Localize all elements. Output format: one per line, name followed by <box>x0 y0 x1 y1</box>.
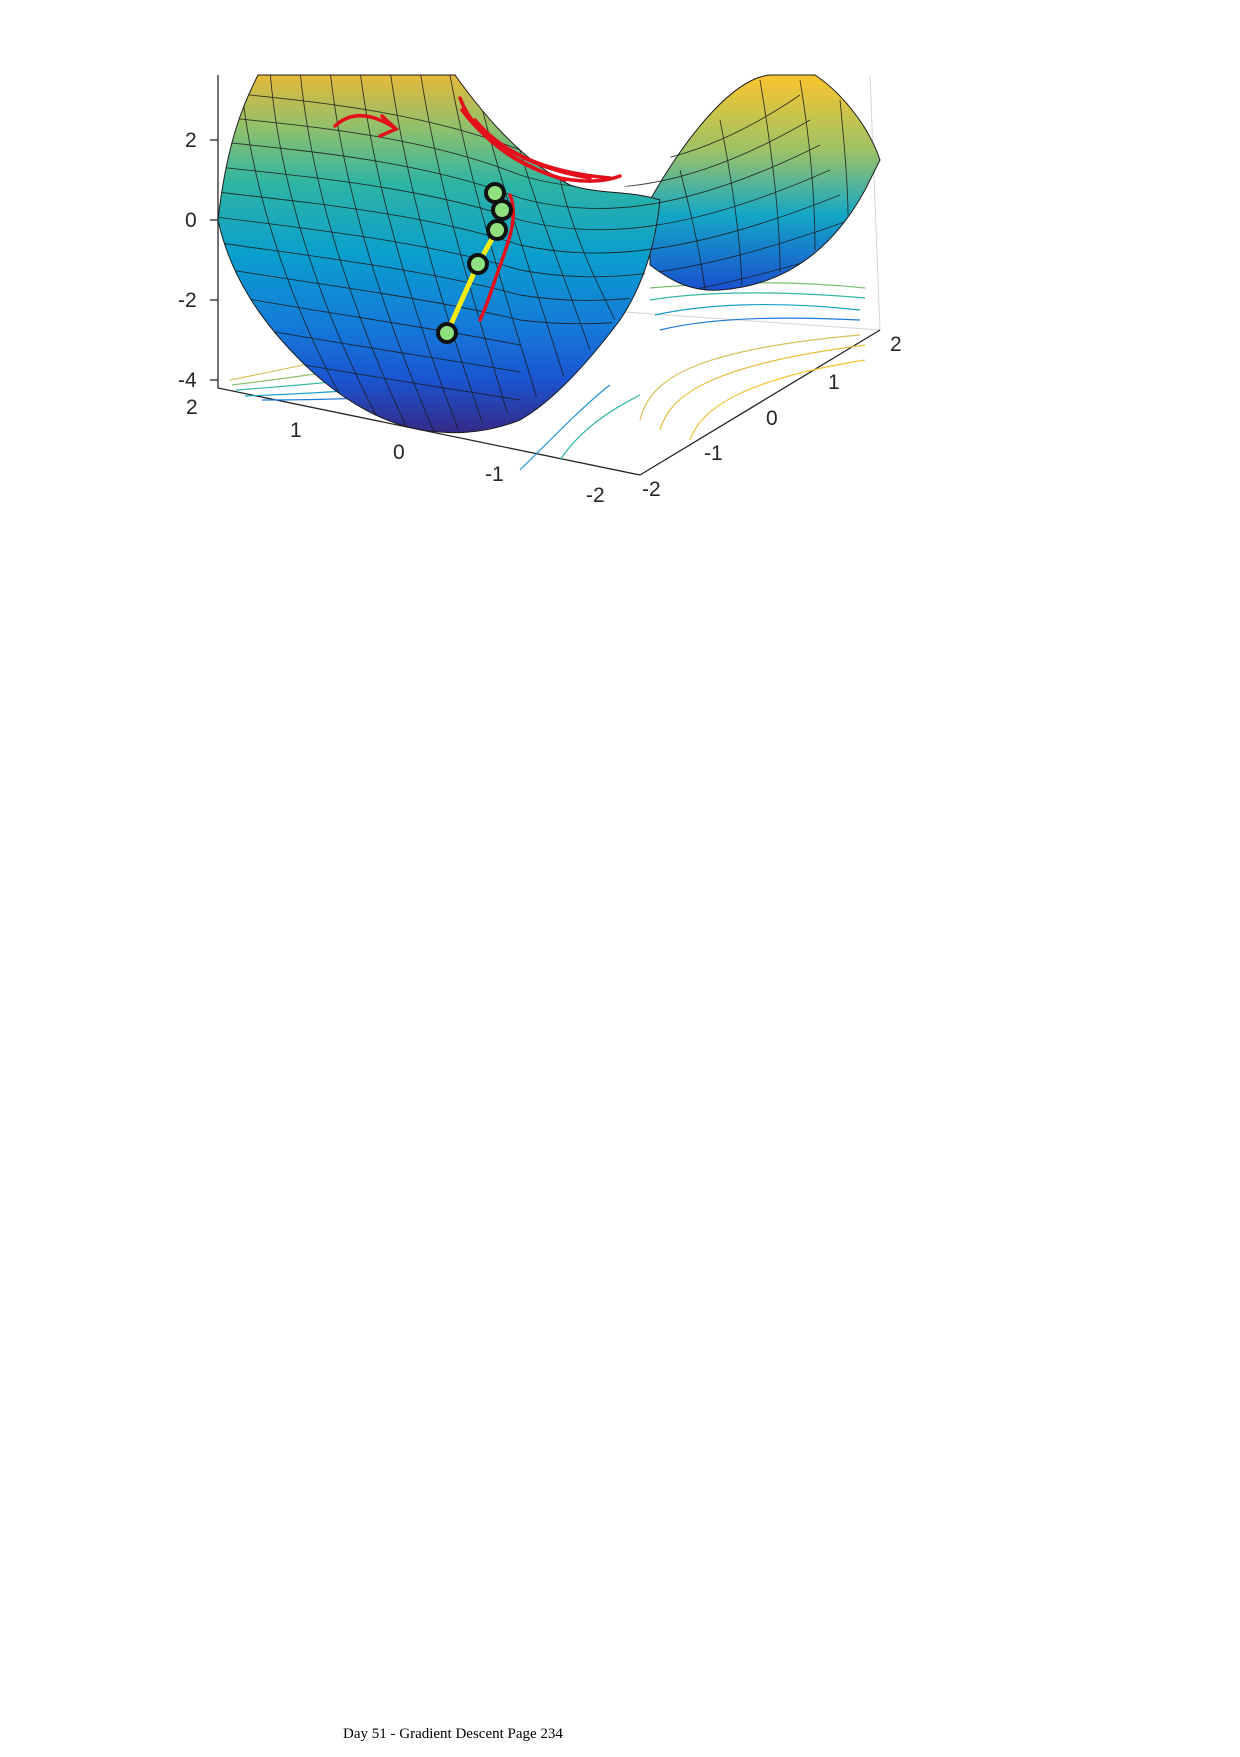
y-tick-label: 2 <box>890 333 902 356</box>
z-tick-label: 0 <box>185 209 197 232</box>
x-tick-label: 0 <box>393 441 405 464</box>
y-tick-label: -1 <box>704 442 723 465</box>
descent-path <box>436 182 513 344</box>
surface-main <box>217 74 661 434</box>
surface-mesh <box>218 75 871 432</box>
descent-point <box>484 182 506 204</box>
red-annotations <box>333 96 622 322</box>
y-tick-label: 0 <box>766 407 778 430</box>
z-tick-label: 2 <box>185 129 197 152</box>
x-tick-label: -1 <box>485 463 504 486</box>
x-tick-label: -2 <box>586 484 605 507</box>
saddle-surface-plot: 2 0 -2 -4 2 1 0 -1 -2 2 1 0 -1 -2 <box>178 74 902 507</box>
arrow-head-annotation <box>378 114 400 138</box>
z-tick-label: -2 <box>178 289 197 312</box>
descent-point <box>436 322 458 344</box>
tick-marks <box>210 139 218 381</box>
descent-point <box>467 253 489 275</box>
ridge-curve-annotation <box>478 193 515 322</box>
z-tick-label: -4 <box>178 369 197 392</box>
descent-point <box>486 219 508 241</box>
x-tick-label: 2 <box>186 396 198 419</box>
y-tick-label: -2 <box>642 478 661 501</box>
y-tick-label: 1 <box>828 371 840 394</box>
page-footer: Day 51 - Gradient Descent Page 234 <box>343 1726 563 1742</box>
surface-right-lobe <box>649 74 881 291</box>
x-tick-label: 1 <box>290 419 302 442</box>
